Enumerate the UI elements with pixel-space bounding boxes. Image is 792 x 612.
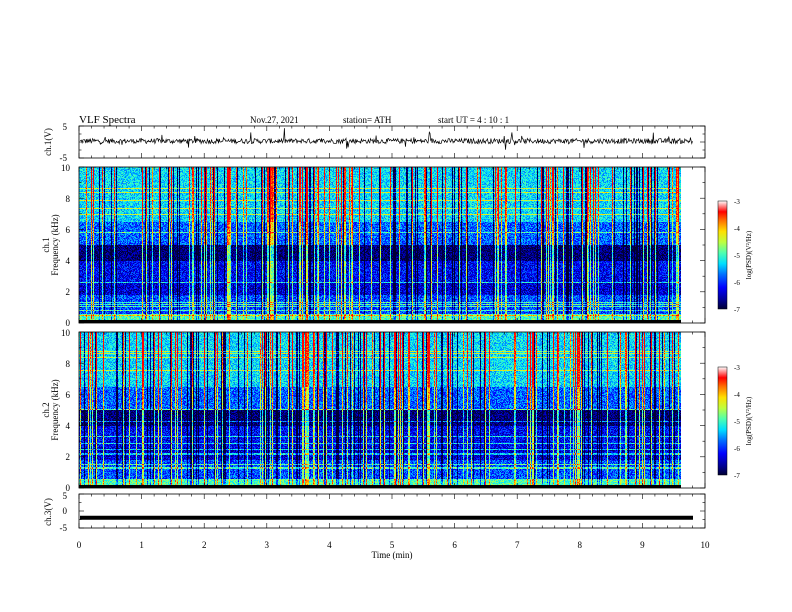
spec1-ytick-6: 6 <box>66 225 71 235</box>
spec2-ytick-2: 2 <box>66 452 71 462</box>
cb1-tick-m6: -6 <box>734 279 740 287</box>
station-label: station= ATH <box>343 115 392 125</box>
ch3-ylabel: ch.3(V) <box>43 498 53 526</box>
x-axis-tick-labels: 0 1 2 3 4 5 6 7 8 9 10 <box>77 540 710 550</box>
xtick-1: 1 <box>139 540 144 550</box>
xtick-2: 2 <box>202 540 207 550</box>
spec2-ylabel: Frequency (kHz) <box>50 379 60 440</box>
spec2-ytick-10: 10 <box>61 328 71 338</box>
cb2-tick-m5: -5 <box>734 418 740 426</box>
xtick-6: 6 <box>452 540 457 550</box>
ch1-spectrogram-image <box>79 167 693 323</box>
cb2-tick-m6: -6 <box>734 445 740 453</box>
xtick-5: 5 <box>390 540 395 550</box>
ch2-spectrogram-frame <box>78 331 706 489</box>
ch3-trace-frame <box>78 493 706 529</box>
cb1-tick-m7: -7 <box>734 306 740 314</box>
spec1-ytick-10: 10 <box>61 163 71 173</box>
xtick-4: 4 <box>327 540 332 550</box>
xtick-0: 0 <box>77 540 82 550</box>
spec1-ytick-0: 0 <box>66 318 71 328</box>
xtick-7: 7 <box>515 540 520 550</box>
spec2-ytick-4: 4 <box>66 421 71 431</box>
spec1-ytick-4: 4 <box>66 256 71 266</box>
spec1-ytick-8: 8 <box>66 194 71 204</box>
xtick-8: 8 <box>578 540 583 550</box>
ch1-ylabel: ch.1(V) <box>43 128 53 156</box>
ch1-spectrogram-frame <box>78 166 706 324</box>
cb2-tick-m7: -7 <box>734 472 740 480</box>
cb1-label: log(PSD)(V²/Hz) <box>745 230 753 279</box>
spec1-ylabel: Frequency (kHz) <box>50 214 60 275</box>
xtick-10: 10 <box>701 540 711 550</box>
ch2-spectrogram-image <box>79 332 693 488</box>
ch3-ytick-top: 5 <box>63 491 68 501</box>
ch1-waveform <box>79 128 693 150</box>
spec1-ytick-2: 2 <box>66 287 71 297</box>
ch3-ytick-bottom: -5 <box>60 523 68 533</box>
cb1-tick-m5: -5 <box>734 252 740 260</box>
cb2-tick-m4: -4 <box>734 391 740 399</box>
axis-ticks <box>78 125 706 529</box>
figure-title: VLF Spectra <box>79 114 136 126</box>
x-axis-label: Time (min) <box>372 550 413 560</box>
ch1-colorbar <box>717 200 728 310</box>
spec2-ytick-6: 6 <box>66 390 71 400</box>
ch1-ytick-bottom: -5 <box>60 153 68 163</box>
spec2-ytick-0: 0 <box>66 483 71 493</box>
spec1-ylabel-channel: ch.1 <box>41 237 51 252</box>
cb2-label: log(PSD)(V²/Hz) <box>745 396 753 445</box>
ch2-colorbar <box>717 366 728 476</box>
date-label: Nov.27, 2021 <box>250 115 299 125</box>
cb1-tick-m4: -4 <box>734 225 740 233</box>
ch1-ytick-top: 5 <box>63 122 68 132</box>
ch3-ytick-mid: 0 <box>63 506 68 516</box>
spec2-ylabel-channel: ch.2 <box>41 402 51 417</box>
spec2-ytick-8: 8 <box>66 359 71 369</box>
xtick-9: 9 <box>640 540 645 550</box>
start-time-label: start UT = 4 : 10 : 1 <box>438 115 509 125</box>
cb2-tick-m3: -3 <box>734 364 740 372</box>
xtick-3: 3 <box>265 540 270 550</box>
cb1-tick-m3: -3 <box>734 198 740 206</box>
